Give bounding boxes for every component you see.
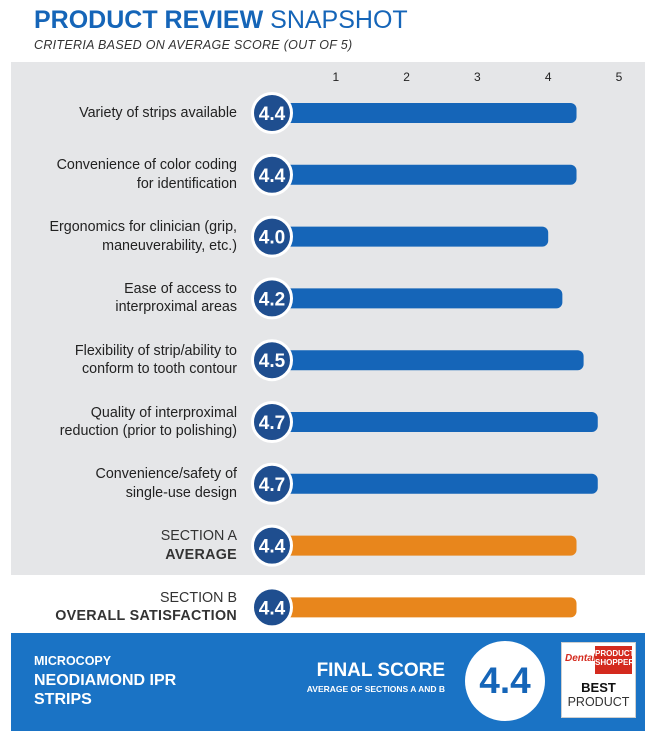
x-tick-label: 1 <box>332 70 340 84</box>
row-label-line: for identification <box>136 175 237 192</box>
row-label: Variety of strips available <box>11 104 237 123</box>
product-name: NEODIAMOND IPR STRIPS <box>34 672 177 708</box>
row-label-line: Convenience of color coding <box>56 157 237 174</box>
row-label-line: SECTION B <box>159 589 237 606</box>
bar-chart: 4.4 4.4 4.0 4.2 4.5 4.7 4.7 4.4 4.4 <box>251 92 598 629</box>
row-label-line: Ease of access to <box>124 280 237 297</box>
value-badge <box>251 277 293 320</box>
value-badge <box>251 339 293 382</box>
page-subtitle: CRITERIA BASED ON AVERAGE SCORE (OUT OF … <box>34 38 353 52</box>
criterion-bar <box>265 412 598 432</box>
badge-brand: Dental <box>565 653 596 664</box>
row-label: Flexibility of strip/ability to conform t… <box>11 342 237 379</box>
section-bar <box>265 597 577 618</box>
value-badge <box>251 92 293 134</box>
final-score-value: 4.4 <box>465 641 545 721</box>
row-label: Convenience of color coding for identific… <box>11 156 237 193</box>
value-badge <box>251 215 293 258</box>
value-label: 4.4 <box>259 104 286 125</box>
product-line: MICROCOPY <box>34 654 112 668</box>
final-score-subtitle: AVERAGE OF SECTIONS A AND B <box>306 684 445 694</box>
row-label-line: single-use design <box>125 484 237 501</box>
badge-brand-red: PRODUCT SHOPPER <box>595 646 635 674</box>
value-label: 4.4 <box>259 166 286 187</box>
title-bold: PRODUCT REVIEW <box>34 6 264 34</box>
final-score-label: FINAL SCORE <box>316 660 445 681</box>
value-badge <box>251 153 293 196</box>
criterion-bar <box>265 473 598 494</box>
section-bar <box>265 535 577 556</box>
row-label: Ergonomics for clinician (grip, maneuvera… <box>11 218 237 255</box>
row-label-line: Quality of interproximal <box>90 404 237 421</box>
value-badge <box>251 462 293 505</box>
x-tick-label: 4 <box>544 70 552 84</box>
badge-best: BEST <box>581 680 616 695</box>
value-badge <box>251 524 293 567</box>
row-label: SECTION A AVERAGE <box>11 527 237 564</box>
row-label-line: SECTION A <box>160 528 237 545</box>
criterion-bar <box>265 226 549 247</box>
value-label: 4.5 <box>259 351 286 372</box>
value-label: 4.7 <box>259 413 285 434</box>
row-label-line: Flexibility of strip/ability to <box>74 342 237 359</box>
row-label-line: conform to tooth contour <box>82 361 237 378</box>
row-label-line: maneuverability, etc.) <box>102 237 237 254</box>
row-label-line: Convenience/safety of <box>95 466 237 483</box>
row-label-line: Variety of strips available <box>79 104 237 121</box>
badge-logo: Dental PRODUCT SHOPPER <box>565 646 635 674</box>
x-tick-label: 2 <box>403 70 410 84</box>
row-label-line: reduction (prior to polishing) <box>59 423 237 439</box>
x-tick-label: 3 <box>474 70 481 84</box>
row-label-line: Ergonomics for clinician (grip, <box>49 219 237 236</box>
x-tick-label: 5 <box>615 70 623 84</box>
row-label-line: AVERAGE <box>165 546 237 563</box>
row-label: Quality of interproximal reduction (prior… <box>11 404 237 441</box>
page-title: PRODUCT REVIEW SNAPSHOT <box>34 4 408 36</box>
row-label-line: OVERALL SATISFACTION <box>55 608 237 625</box>
criterion-bar <box>265 164 577 185</box>
row-label: Convenience/safety of single-use design <box>11 465 237 502</box>
row-label: Ease of access to interproximal areas <box>11 280 237 317</box>
title-light: SNAPSHOT <box>270 6 408 34</box>
value-badge <box>251 586 293 629</box>
criterion-bar <box>265 103 577 123</box>
value-label: 4.7 <box>259 475 285 496</box>
badge-product: PRODUCT <box>567 695 630 709</box>
row-label: SECTION B OVERALL SATISFACTION <box>11 589 237 626</box>
value-label: 4.4 <box>259 537 286 558</box>
value-label: 4.2 <box>259 289 285 310</box>
value-label: 4.0 <box>259 228 285 249</box>
value-badge <box>251 401 293 443</box>
value-label: 4.4 <box>259 598 286 619</box>
criterion-bar <box>265 288 563 309</box>
row-label-line: interproximal areas <box>115 299 237 316</box>
best-product-badge: Dental PRODUCT SHOPPER BEST PRODUCT <box>561 642 636 718</box>
criterion-bar <box>265 350 584 371</box>
